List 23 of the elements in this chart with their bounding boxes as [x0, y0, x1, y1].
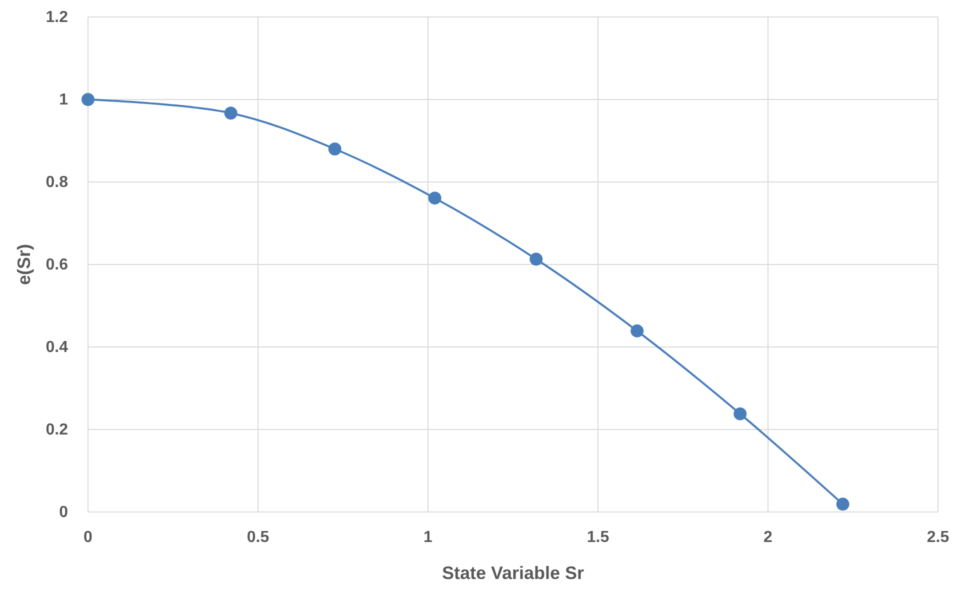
x-tick-label: 0.5: [246, 529, 270, 546]
x-tick-label: 1.5: [586, 529, 610, 546]
x-tick-label: 0: [84, 529, 93, 546]
point: [428, 192, 442, 205]
y-tick-label: 1.2: [46, 9, 68, 26]
point: [224, 106, 238, 120]
point: [734, 407, 747, 420]
y-axis-title: e(Sr): [14, 244, 34, 286]
point: [328, 142, 342, 156]
point: [530, 252, 543, 266]
point: [82, 93, 94, 106]
y-tick-label: 0.2: [46, 422, 68, 438]
point: [630, 324, 644, 338]
x-axis-title: State Variable Sr: [442, 563, 584, 583]
y-tick-label: 0.6: [46, 256, 68, 274]
point: [836, 498, 850, 511]
y-tick-label: 0.8: [46, 174, 68, 191]
y-tick-label: 1: [59, 92, 68, 108]
x-tick-label: 2: [764, 529, 773, 546]
x-tick-label: 2.5: [926, 529, 950, 546]
y-tick-label: 0: [59, 504, 68, 521]
x-tick-label: 1: [424, 529, 433, 546]
y-tick-label: 0.4: [46, 339, 68, 356]
